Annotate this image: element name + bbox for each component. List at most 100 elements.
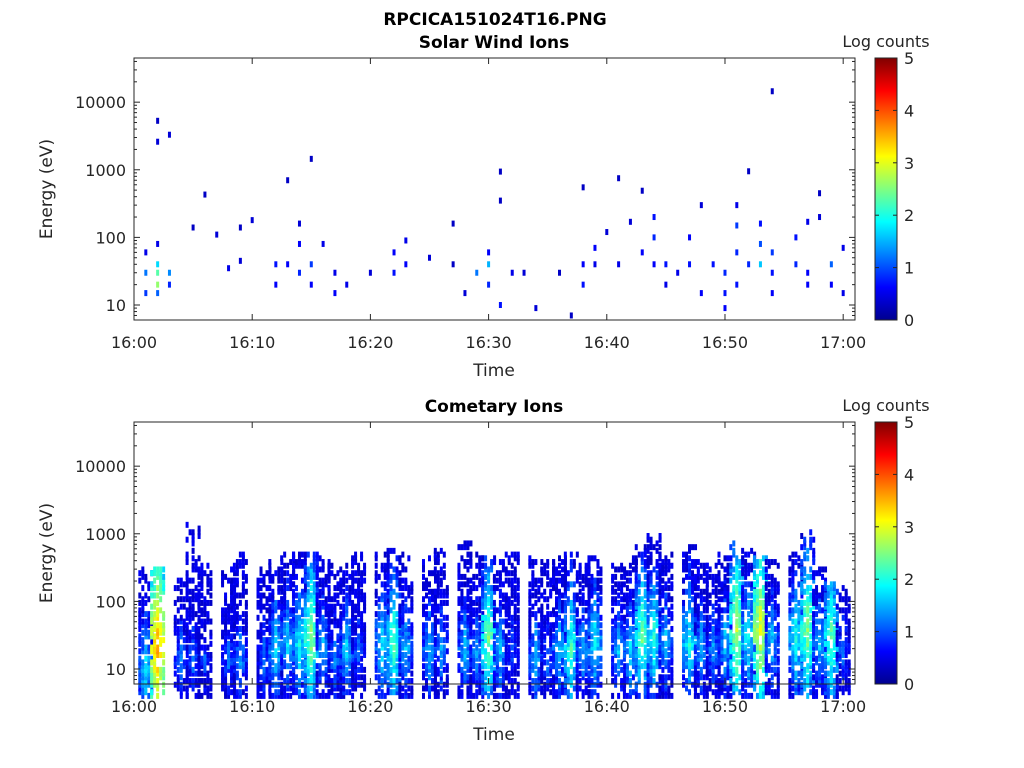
heatmap-cell xyxy=(398,655,402,662)
heatmap-cell xyxy=(587,678,591,685)
heatmap-cell xyxy=(537,681,541,688)
heatmap-cell xyxy=(723,305,727,312)
heatmap-cell xyxy=(490,592,494,599)
plot-area-frame xyxy=(133,57,856,321)
heatmap-cell xyxy=(510,666,514,673)
heatmap-cell xyxy=(197,670,201,677)
heatmap-cell xyxy=(227,629,231,636)
heatmap-cell xyxy=(339,644,343,651)
heatmap-cell xyxy=(507,659,511,666)
heatmap-cell xyxy=(643,625,647,632)
heatmap-cell xyxy=(262,652,266,659)
heatmap-cell xyxy=(227,692,231,699)
heatmap-cell xyxy=(498,644,502,651)
heatmap-cell xyxy=(649,674,653,681)
heatmap-cell xyxy=(309,640,313,647)
heatmap-cell xyxy=(726,655,730,662)
heatmap-cell xyxy=(655,633,659,640)
heatmap-cell xyxy=(259,644,263,651)
heatmap-cell xyxy=(336,599,340,606)
heatmap-cell xyxy=(156,648,160,655)
heatmap-cell xyxy=(664,689,668,696)
heatmap-cell xyxy=(162,577,166,584)
heatmap-cell xyxy=(637,607,641,614)
heatmap-cell xyxy=(439,566,443,573)
heatmap-cell xyxy=(516,663,520,670)
heatmap-cell xyxy=(289,607,293,614)
heatmap-cell xyxy=(640,637,644,644)
heatmap-cell xyxy=(711,644,715,651)
heatmap-cell xyxy=(611,585,615,592)
heatmap-cell xyxy=(197,581,201,588)
heatmap-cell xyxy=(297,689,301,696)
heatmap-cell xyxy=(259,663,263,670)
heatmap-cell xyxy=(507,652,511,659)
heatmap-cell xyxy=(224,663,228,670)
heatmap-cell xyxy=(492,655,496,662)
heatmap-cell xyxy=(620,678,624,685)
heatmap-cell xyxy=(466,544,470,551)
heatmap-cell xyxy=(159,622,163,629)
heatmap-cell xyxy=(294,573,298,580)
heatmap-cell xyxy=(374,689,378,696)
heatmap-cell xyxy=(383,611,387,618)
heatmap-cell xyxy=(735,625,739,632)
heatmap-cell xyxy=(537,596,541,603)
heatmap-cell xyxy=(676,269,680,276)
heatmap-cell xyxy=(735,640,739,647)
heatmap-cell xyxy=(652,603,656,610)
heatmap-cell xyxy=(179,629,183,636)
heatmap-cell xyxy=(227,618,231,625)
heatmap-cell xyxy=(584,573,588,580)
heatmap-cell xyxy=(410,655,414,662)
heatmap-cell xyxy=(259,681,263,688)
heatmap-cell xyxy=(144,663,148,670)
heatmap-cell xyxy=(159,625,163,632)
heatmap-cell xyxy=(646,655,650,662)
heatmap-cell xyxy=(561,670,565,677)
heatmap-cell xyxy=(241,648,245,655)
heatmap-cell xyxy=(702,614,706,621)
heatmap-cell xyxy=(277,640,281,647)
heatmap-cell xyxy=(244,625,248,632)
heatmap-cell xyxy=(185,559,189,566)
heatmap-cell xyxy=(540,648,544,655)
heatmap-cell xyxy=(421,674,425,681)
heatmap-cell xyxy=(300,640,304,647)
heatmap-cell xyxy=(407,644,411,651)
heatmap-cell xyxy=(230,603,234,610)
heatmap-cell xyxy=(230,599,234,606)
heatmap-cell xyxy=(194,562,198,569)
heatmap-cell xyxy=(377,648,381,655)
heatmap-cell xyxy=(238,644,242,651)
heatmap-cell xyxy=(682,622,686,629)
heatmap-cell xyxy=(646,663,650,670)
heatmap-cell xyxy=(463,607,467,614)
heatmap-cell xyxy=(389,547,393,554)
heatmap-cell xyxy=(259,625,263,632)
heatmap-cell xyxy=(445,622,449,629)
heatmap-cell xyxy=(289,670,293,677)
heatmap-cell xyxy=(398,666,402,673)
heatmap-cell xyxy=(682,633,686,640)
heatmap-cell xyxy=(392,678,396,685)
heatmap-cell xyxy=(392,249,396,256)
heatmap-cell xyxy=(209,581,213,588)
heatmap-cell xyxy=(546,629,550,636)
heatmap-cell xyxy=(699,666,703,673)
heatmap-cell xyxy=(351,629,355,636)
colorbar-label: Log counts xyxy=(842,32,929,51)
heatmap-cell xyxy=(259,633,263,640)
heatmap-cell xyxy=(386,652,390,659)
heatmap-cell xyxy=(552,585,556,592)
heatmap-cell xyxy=(445,666,449,673)
heatmap-cell xyxy=(315,625,319,632)
heatmap-cell xyxy=(386,596,390,603)
heatmap-cell xyxy=(593,585,597,592)
heatmap-cell xyxy=(389,592,393,599)
heatmap-cell xyxy=(256,648,260,655)
heatmap-cell xyxy=(492,585,496,592)
heatmap-cell xyxy=(563,573,567,580)
heatmap-cell xyxy=(318,577,322,584)
heatmap-cell xyxy=(572,618,576,625)
